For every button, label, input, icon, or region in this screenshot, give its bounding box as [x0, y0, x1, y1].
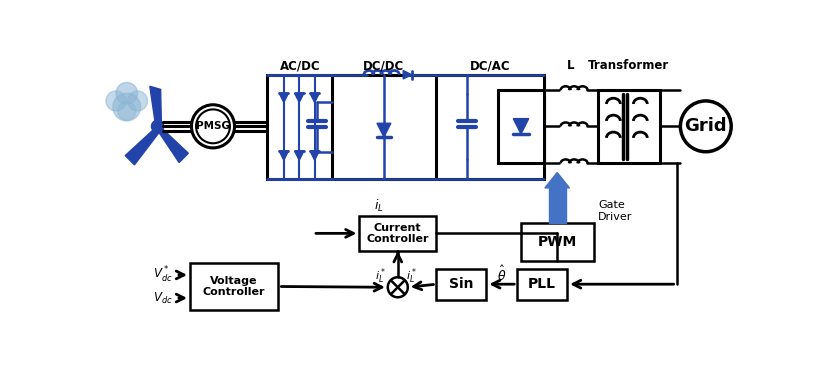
Circle shape: [191, 105, 234, 148]
Circle shape: [117, 102, 136, 120]
Text: PMSG: PMSG: [196, 121, 230, 132]
Polygon shape: [150, 86, 162, 123]
Text: $V_{dc}$: $V_{dc}$: [153, 290, 172, 305]
Polygon shape: [295, 93, 304, 102]
Circle shape: [116, 83, 138, 104]
Polygon shape: [513, 119, 529, 134]
Polygon shape: [295, 151, 304, 160]
Text: $i_L^*$: $i_L^*$: [406, 267, 417, 286]
Text: $\hat{\theta}$: $\hat{\theta}$: [497, 265, 507, 284]
Bar: [517, 269, 568, 299]
Circle shape: [106, 91, 126, 111]
Circle shape: [152, 121, 163, 132]
Text: Current
Controller: Current Controller: [366, 222, 429, 244]
Text: Grid: Grid: [685, 117, 727, 135]
Polygon shape: [279, 93, 289, 102]
Polygon shape: [377, 123, 391, 137]
Circle shape: [681, 101, 731, 152]
Polygon shape: [403, 70, 412, 79]
Circle shape: [128, 91, 148, 111]
Bar: [267, 75, 544, 179]
Bar: [549, 188, 566, 222]
Circle shape: [196, 110, 230, 143]
Circle shape: [113, 93, 140, 121]
Polygon shape: [125, 129, 159, 165]
Polygon shape: [310, 151, 319, 160]
Text: Gate
Driver: Gate Driver: [598, 200, 632, 222]
Polygon shape: [159, 128, 188, 163]
Bar: [598, 90, 660, 163]
Polygon shape: [279, 151, 289, 160]
Text: Voltage
Controller: Voltage Controller: [202, 276, 265, 297]
Bar: [521, 222, 594, 261]
Text: $i_L$: $i_L$: [374, 197, 384, 214]
Bar: [436, 269, 487, 299]
Bar: [190, 263, 279, 310]
Text: L: L: [568, 59, 575, 72]
Text: Transformer: Transformer: [588, 59, 669, 72]
Text: DC/AC: DC/AC: [470, 59, 511, 72]
Text: AC/DC: AC/DC: [280, 59, 320, 72]
Text: $i_L^*$: $i_L^*$: [375, 267, 386, 286]
Text: PWM: PWM: [538, 235, 577, 249]
Text: Sin: Sin: [449, 277, 474, 291]
Bar: [360, 216, 436, 251]
Polygon shape: [544, 172, 569, 188]
Circle shape: [388, 277, 408, 297]
Polygon shape: [310, 93, 319, 102]
Text: PLL: PLL: [528, 277, 556, 291]
Text: $V_{dc}^*$: $V_{dc}^*$: [153, 265, 172, 285]
Bar: [498, 90, 544, 163]
Text: DC/DC: DC/DC: [363, 59, 404, 72]
